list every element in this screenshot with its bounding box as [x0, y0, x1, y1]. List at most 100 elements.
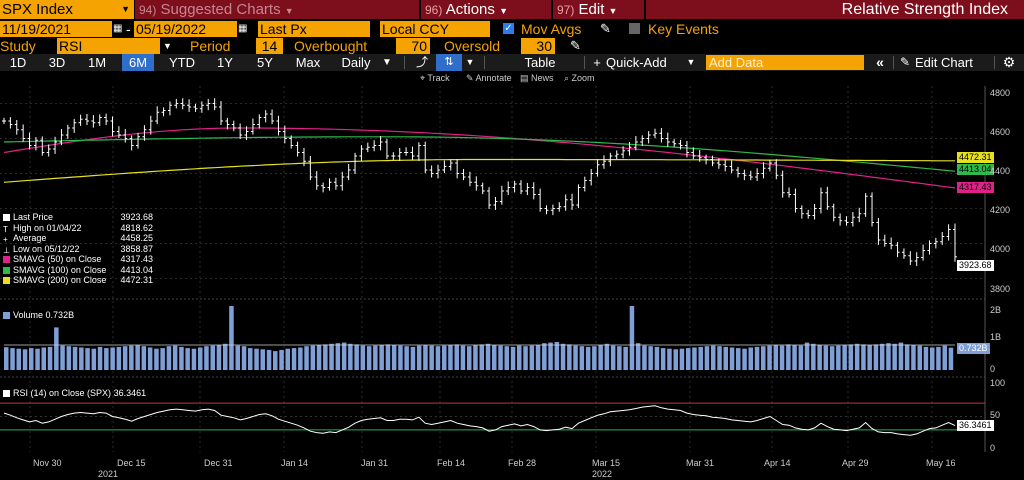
volume-bar: [135, 345, 140, 370]
volume-bar: [936, 346, 941, 370]
volume-bar: [116, 346, 122, 370]
annotate-tool[interactable]: ✎ Annotate: [466, 73, 512, 83]
volume-bar: [260, 349, 265, 370]
volume-bar: [854, 343, 860, 370]
edit-chart-button[interactable]: Edit Chart: [915, 55, 973, 70]
legend-sma200: SMAVG (200) on Close 4472.31: [3, 275, 153, 286]
volume-bar: [435, 346, 441, 370]
volume-bar: [798, 345, 804, 370]
range-ytd[interactable]: YTD: [169, 55, 195, 70]
oversold-input[interactable]: 30: [521, 38, 555, 54]
range-6m[interactable]: 6M: [122, 54, 154, 71]
add-data-placeholder: Add Data: [709, 55, 764, 70]
pencil-icon[interactable]: ✎: [570, 38, 581, 53]
oversold-label: Oversold: [444, 38, 501, 54]
menu-number: 96): [425, 3, 443, 17]
price-ytick: 4200: [990, 205, 1011, 215]
volume-bar: [85, 348, 90, 370]
suggested-charts-menu[interactable]: 94) Suggested Charts ▼: [135, 0, 419, 19]
gear-icon[interactable]: ⚙: [1002, 54, 1016, 70]
track-tool[interactable]: ⌖ Track: [420, 73, 450, 83]
volume-bar: [811, 343, 816, 370]
start-date-field[interactable]: 11/19/2021: [0, 21, 112, 37]
volume-bar: [792, 345, 797, 370]
chevron-down-icon[interactable]: ▼: [163, 41, 172, 51]
edit-menu[interactable]: 97) Edit ▼: [553, 0, 644, 19]
ticker-field[interactable]: SPX Index ▼: [0, 0, 134, 19]
calendar-icon[interactable]: ▦: [113, 23, 123, 34]
volume-bar: [210, 345, 215, 370]
pencil-icon[interactable]: ✎: [899, 55, 911, 69]
volume-bar: [498, 345, 503, 370]
volume-bar: [898, 342, 904, 370]
volume-bar: [479, 344, 484, 370]
volume-bar: [598, 345, 603, 370]
actions-menu[interactable]: 96) Actions ▼: [421, 0, 551, 19]
volume-bar: [535, 345, 541, 370]
collapse-icon[interactable]: «: [876, 54, 884, 70]
volume-bar: [460, 345, 466, 370]
range-1y[interactable]: 1Y: [217, 55, 233, 70]
currency-select[interactable]: Local CCY: [380, 21, 490, 37]
volume-bar: [917, 345, 922, 370]
chart-type-icon[interactable]: ⇅: [436, 54, 462, 71]
legend-last-price: Last Price 3923.68: [3, 212, 153, 223]
study-select[interactable]: RSI: [57, 38, 160, 54]
volume-bar: [423, 345, 428, 370]
quick-add-button[interactable]: Quick-Add: [606, 55, 667, 70]
key-events-label: Key Events: [648, 21, 719, 37]
volume-bar: [16, 348, 21, 370]
range-1m[interactable]: 1M: [87, 55, 107, 70]
volume-bar: [736, 348, 741, 370]
volume-bar: [360, 345, 366, 370]
add-data-input[interactable]: Add Data: [706, 55, 864, 70]
volume-bar: [773, 345, 779, 370]
frequency-select[interactable]: Daily: [341, 55, 371, 70]
volume-bar: [642, 345, 647, 370]
price-legend: Last Price 3923.68 T High on 01/04/22 4818.…: [3, 212, 153, 286]
key-events-checkbox[interactable]: [629, 23, 640, 34]
volume-bar: [385, 344, 391, 370]
sub-toolbar: ⌖ Track ✎ Annotate ▤ News ⌕ Zoom: [0, 71, 1024, 85]
range-max[interactable]: Max: [295, 55, 321, 70]
chevron-down-icon: ▼: [121, 4, 130, 14]
volume-legend: Volume 0.732B: [3, 310, 74, 320]
range-3d[interactable]: 3D: [48, 55, 66, 70]
date-dash: -: [126, 21, 131, 37]
volume-bar: [823, 345, 829, 370]
range-5y[interactable]: 5Y: [257, 55, 273, 70]
mov-avgs-checkbox[interactable]: ✓: [503, 23, 514, 34]
range-1d[interactable]: 1D: [9, 55, 27, 70]
chevron-down-icon[interactable]: ▼: [686, 57, 696, 67]
table-button[interactable]: Table: [524, 55, 556, 70]
zoom-tool[interactable]: ⌕ Zoom: [564, 73, 595, 83]
divider: [584, 56, 585, 69]
chevron-down-icon[interactable]: ▼: [465, 57, 475, 67]
legend-label: High on 01/04/22: [13, 222, 82, 233]
volume-bar: [754, 346, 760, 370]
calendar-icon[interactable]: ▦: [238, 23, 248, 34]
price-field-select[interactable]: Last Px: [258, 21, 370, 37]
sma50-last-label: 4317.43: [957, 182, 994, 193]
line-chart-icon[interactable]: ⤴: [415, 55, 428, 69]
legend-value: 4317.43: [120, 254, 153, 264]
period-input[interactable]: 14: [256, 38, 283, 54]
overbought-input[interactable]: 70: [396, 38, 430, 54]
volume-bar: [886, 343, 891, 370]
volume-bar: [873, 344, 879, 370]
plus-icon[interactable]: +: [593, 55, 601, 70]
volume-bar: [179, 346, 184, 370]
divider: [994, 56, 995, 69]
news-tool[interactable]: ▤ News: [520, 73, 554, 83]
volume-bar: [404, 346, 409, 370]
pencil-icon[interactable]: ✎: [600, 21, 611, 36]
volume-bar: [91, 348, 97, 370]
chevron-down-icon[interactable]: ▼: [382, 57, 392, 68]
volume-bar: [41, 347, 46, 370]
volume-bar: [373, 345, 378, 370]
price-ytick: 4400: [990, 166, 1011, 176]
x-tick-label: May 16: [926, 458, 956, 468]
end-date-field[interactable]: 05/19/2022: [134, 21, 237, 37]
volume-bar: [492, 345, 497, 370]
